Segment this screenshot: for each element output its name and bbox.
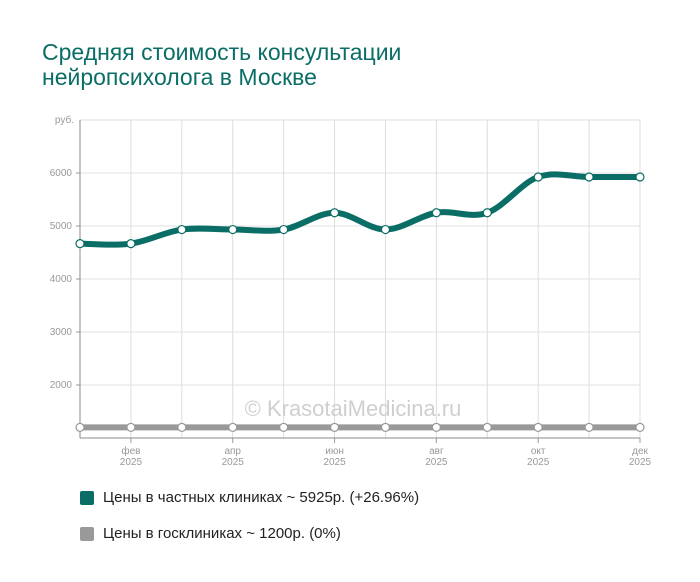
- data-point[interactable]: [126, 239, 136, 249]
- y-axis-unit-label: руб.: [55, 114, 74, 126]
- x-tick-label-month: авг: [429, 446, 444, 457]
- data-point[interactable]: [75, 422, 85, 432]
- data-point[interactable]: [431, 208, 441, 218]
- data-point[interactable]: [431, 422, 441, 432]
- data-point[interactable]: [228, 224, 238, 235]
- x-tick-label-year: 2025: [527, 457, 550, 468]
- data-point[interactable]: [533, 172, 543, 182]
- y-tick-label: 5000: [50, 221, 73, 232]
- data-point[interactable]: [279, 224, 289, 235]
- x-tick-label-month: дек: [632, 446, 648, 457]
- x-tick-label-month: июн: [325, 446, 344, 457]
- data-point[interactable]: [584, 422, 594, 432]
- legend-item-public[interactable]: Цены в госклиниках ~ 1200р. (0%): [80, 525, 341, 542]
- data-point[interactable]: [177, 422, 187, 432]
- data-point[interactable]: [533, 422, 543, 432]
- legend-swatch-private: [80, 490, 94, 505]
- data-point[interactable]: [380, 224, 391, 235]
- x-tick-label-year: 2025: [629, 457, 652, 468]
- data-point[interactable]: [635, 172, 645, 182]
- x-tick-label-year: 2025: [323, 457, 346, 468]
- y-tick-label: 6000: [50, 168, 73, 179]
- data-point[interactable]: [482, 422, 492, 432]
- data-point[interactable]: [75, 239, 85, 249]
- x-tick-label-year: 2025: [425, 457, 448, 468]
- y-tick-label: 2000: [50, 380, 73, 391]
- data-point[interactable]: [635, 422, 645, 432]
- legend-swatch-public: [80, 526, 94, 541]
- y-tick-label: 3000: [50, 327, 73, 338]
- data-point[interactable]: [482, 208, 492, 218]
- data-point[interactable]: [329, 422, 340, 432]
- legend-item-private[interactable]: Цены в частных клиниках ~ 5925р. (+26.96…: [80, 489, 419, 506]
- x-tick-label-month: окт: [531, 446, 546, 457]
- series-line-0: [77, 171, 643, 248]
- x-tick-label-month: фев: [121, 445, 140, 457]
- legend-label-private: Цены в частных клиниках ~ 5925р. (+26.96…: [103, 489, 420, 506]
- data-point[interactable]: [279, 422, 289, 432]
- data-point[interactable]: [228, 422, 238, 432]
- x-tick-label-year: 2025: [120, 457, 143, 468]
- data-point[interactable]: [126, 422, 136, 432]
- x-tick-label-year: 2025: [222, 457, 245, 468]
- data-point[interactable]: [329, 208, 340, 218]
- watermark: © KrasotaiMedicina.ru: [245, 396, 462, 421]
- y-tick-label: 4000: [50, 274, 73, 285]
- legend-label-public: Цены в госклиниках ~ 1200р. (0%): [103, 525, 341, 542]
- x-tick-label-month: апр: [224, 446, 241, 457]
- chart-title: Средняя стоимость консультации нейропсих…: [42, 39, 402, 90]
- data-point[interactable]: [584, 172, 594, 182]
- data-point[interactable]: [177, 224, 187, 235]
- data-point[interactable]: [380, 422, 391, 432]
